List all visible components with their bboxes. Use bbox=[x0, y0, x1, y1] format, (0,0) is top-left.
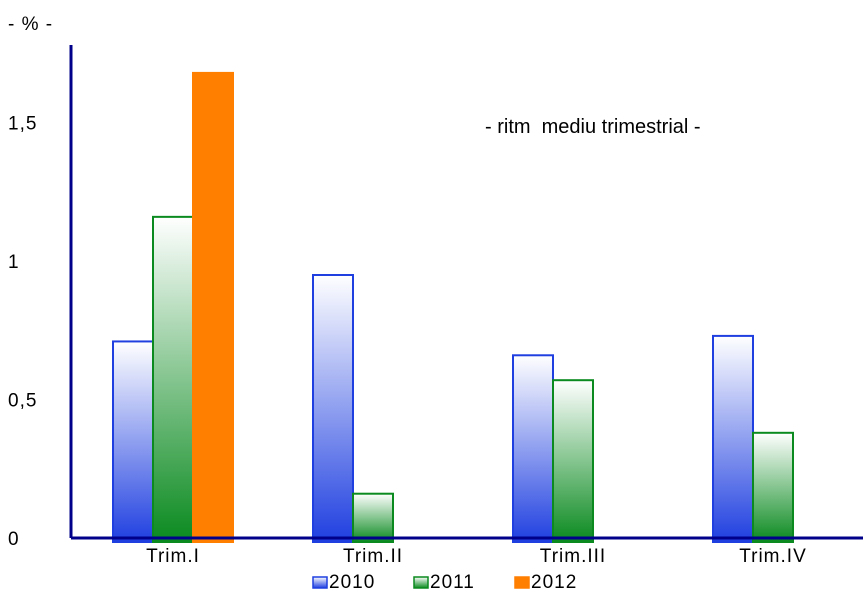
x-tick-label: Trim.III bbox=[540, 546, 606, 567]
y-tick-labels: 0 0,5 1 1,5 bbox=[8, 114, 37, 550]
legend-swatch-2011 bbox=[413, 576, 429, 589]
bar-2011-trim-iv bbox=[752, 431, 794, 543]
legend-label-2012: 2012 bbox=[531, 572, 577, 593]
legend: 2010 2011 2012 bbox=[312, 572, 577, 593]
y-tick-label: 1 bbox=[8, 252, 20, 273]
legend-label-2011: 2011 bbox=[430, 572, 475, 593]
chart-annotation: - ritm mediu trimestrial - bbox=[485, 116, 701, 138]
x-tick-label: Trim.IV bbox=[739, 546, 807, 567]
bar-2010-trim-ii bbox=[312, 274, 354, 543]
y-tick-label: 1,5 bbox=[8, 114, 37, 135]
y-tick-label: 0,5 bbox=[8, 391, 37, 412]
bar-2011-trim-iii bbox=[552, 379, 594, 544]
x-tick-label: Trim.II bbox=[343, 546, 403, 567]
bar-2011-trim-i bbox=[152, 215, 194, 543]
x-tick-labels: Trim.I Trim.II Trim.III Trim.IV bbox=[146, 546, 807, 567]
y-axis-unit-label: - % - bbox=[8, 14, 53, 35]
legend-swatch-2012 bbox=[514, 576, 530, 589]
bar-2012-trim-i bbox=[192, 71, 234, 543]
legend-label-2010: 2010 bbox=[329, 572, 375, 593]
y-tick-label: 0 bbox=[8, 529, 20, 550]
x-tick-label: Trim.I bbox=[146, 546, 200, 567]
bar-2010-trim-iv bbox=[712, 334, 754, 544]
bar-2010-trim-iii bbox=[512, 354, 554, 543]
bar-2010-trim-i bbox=[112, 340, 154, 543]
bar-2011-trim-ii bbox=[352, 492, 394, 543]
bars-group bbox=[112, 71, 794, 544]
legend-swatch-2010 bbox=[312, 576, 328, 589]
